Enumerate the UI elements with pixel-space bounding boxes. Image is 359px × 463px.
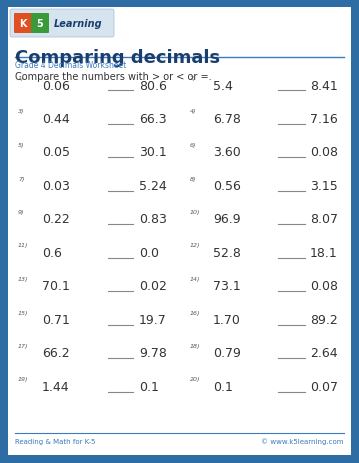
Text: 3): 3)	[18, 109, 24, 114]
Text: 14): 14)	[190, 276, 200, 282]
FancyBboxPatch shape	[31, 14, 49, 34]
Text: 73.1: 73.1	[213, 280, 241, 293]
Text: © www.k5learning.com: © www.k5learning.com	[261, 438, 344, 444]
Text: 5.24: 5.24	[139, 180, 167, 193]
Text: 0.08: 0.08	[310, 280, 338, 293]
FancyBboxPatch shape	[14, 14, 32, 34]
Text: 1): 1)	[18, 76, 24, 81]
Text: Grade 4 Decimals Worksheet: Grade 4 Decimals Worksheet	[15, 61, 126, 70]
Text: 1.70: 1.70	[213, 313, 241, 326]
Text: 6): 6)	[190, 143, 196, 148]
Text: 0.71: 0.71	[42, 313, 70, 326]
Text: 0.0: 0.0	[139, 246, 159, 259]
Text: 18): 18)	[190, 343, 200, 348]
Text: 8): 8)	[190, 176, 196, 181]
Text: 0.05: 0.05	[42, 146, 70, 159]
Text: 3.60: 3.60	[213, 146, 241, 159]
Text: 0.06: 0.06	[42, 79, 70, 92]
Text: 17): 17)	[18, 343, 28, 348]
Text: 52.8: 52.8	[213, 246, 241, 259]
Text: K: K	[19, 19, 27, 29]
Text: 20): 20)	[190, 377, 200, 382]
Text: 0.1: 0.1	[213, 380, 233, 393]
Text: Learning: Learning	[54, 19, 102, 29]
Text: 4): 4)	[190, 109, 196, 114]
Text: 3.15: 3.15	[310, 180, 338, 193]
Text: 80.6: 80.6	[139, 79, 167, 92]
Text: 2): 2)	[190, 76, 196, 81]
Text: 0.1: 0.1	[139, 380, 159, 393]
Text: 16): 16)	[190, 310, 200, 315]
Text: 96.9: 96.9	[213, 213, 241, 226]
Text: Reading & Math for K-5: Reading & Math for K-5	[15, 438, 95, 444]
FancyBboxPatch shape	[10, 10, 114, 38]
Text: 7.16: 7.16	[310, 113, 338, 126]
Text: 19.7: 19.7	[139, 313, 167, 326]
Text: 12): 12)	[190, 243, 200, 248]
Text: 66.2: 66.2	[42, 347, 70, 360]
Text: 66.3: 66.3	[139, 113, 167, 126]
Text: 0.44: 0.44	[42, 113, 70, 126]
Text: Comparing decimals: Comparing decimals	[15, 49, 220, 67]
Text: 0.6: 0.6	[42, 246, 62, 259]
Text: 13): 13)	[18, 276, 28, 282]
Text: 18.1: 18.1	[310, 246, 338, 259]
Text: 0.22: 0.22	[42, 213, 70, 226]
Text: 2.64: 2.64	[310, 347, 337, 360]
Text: 8.07: 8.07	[310, 213, 338, 226]
Text: 10): 10)	[190, 210, 200, 214]
Text: 15): 15)	[18, 310, 28, 315]
Text: 0.83: 0.83	[139, 213, 167, 226]
Text: 0.79: 0.79	[213, 347, 241, 360]
Text: 6.78: 6.78	[213, 113, 241, 126]
Text: 7): 7)	[18, 176, 24, 181]
Text: 9): 9)	[18, 210, 24, 214]
Text: 89.2: 89.2	[310, 313, 338, 326]
Text: 5: 5	[37, 19, 43, 29]
Text: 1.44: 1.44	[42, 380, 70, 393]
Text: 11): 11)	[18, 243, 28, 248]
Text: 30.1: 30.1	[139, 146, 167, 159]
Text: 0.03: 0.03	[42, 180, 70, 193]
Text: 5.4: 5.4	[213, 79, 233, 92]
Text: 19): 19)	[18, 377, 28, 382]
Text: 5): 5)	[18, 143, 24, 148]
Text: Compare the numbers with > or < or =.: Compare the numbers with > or < or =.	[15, 72, 211, 82]
Text: 8.41: 8.41	[310, 79, 338, 92]
Text: 0.08: 0.08	[310, 146, 338, 159]
Text: 0.07: 0.07	[310, 380, 338, 393]
Text: 0.02: 0.02	[139, 280, 167, 293]
Text: 0.56: 0.56	[213, 180, 241, 193]
Text: 9.78: 9.78	[139, 347, 167, 360]
Text: 70.1: 70.1	[42, 280, 70, 293]
